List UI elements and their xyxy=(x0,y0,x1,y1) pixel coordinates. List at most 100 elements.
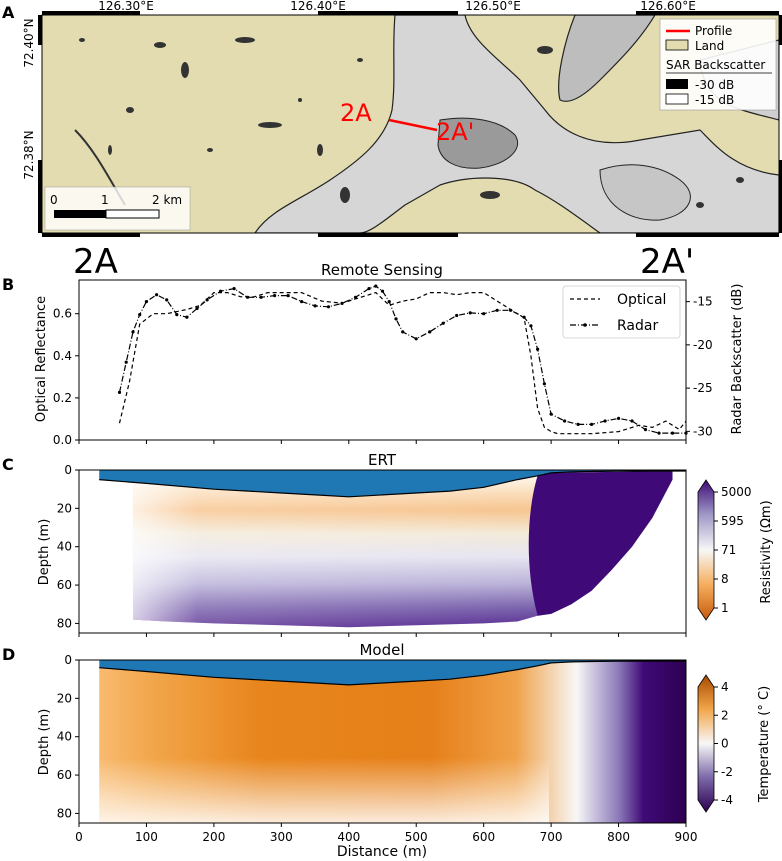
colorbar-tick-label: 4 xyxy=(721,680,729,694)
x-tick-label: 600 xyxy=(472,830,495,844)
radar-point xyxy=(313,304,317,308)
chart-d-xlabel: Distance (m) xyxy=(337,844,427,860)
colorbar-tick-label: 1 xyxy=(721,601,729,615)
lon-tick-label: 126.50°E xyxy=(465,0,521,13)
lat-tick-label: 72.38°N xyxy=(22,130,36,179)
lake-region xyxy=(437,117,518,169)
panel-a-letter: A xyxy=(2,3,15,22)
radar-point xyxy=(259,295,263,299)
profile-line xyxy=(388,118,438,132)
radar-point xyxy=(495,308,499,312)
legend-sar-low: -30 dB xyxy=(695,78,734,92)
profile-label-end: 2A' xyxy=(436,118,474,146)
radar-point xyxy=(374,284,378,288)
chart-d-ylabel: Depth (m) xyxy=(37,709,52,776)
ert-water-layer xyxy=(99,470,686,497)
radar-point xyxy=(684,431,688,435)
chart-b-y2label: Radar Backscatter (dB) xyxy=(730,284,745,435)
x-tick-label: 200 xyxy=(202,830,225,844)
radar-point xyxy=(482,312,486,316)
radar-point xyxy=(219,289,223,293)
radar-point xyxy=(549,412,553,416)
colorbar-tick-label: -4 xyxy=(721,793,733,807)
chart-d-xticks: 0 100 200 300 400 500 600 700 800 900 xyxy=(75,823,697,844)
colorbar-tick-label: 595 xyxy=(721,514,744,528)
legend-sar-high: -15 dB xyxy=(695,93,734,107)
legend-radar: Radar xyxy=(617,318,658,334)
x-tick-label: 900 xyxy=(675,830,698,844)
legend-profile: Profile xyxy=(695,24,732,38)
radar-point xyxy=(563,419,567,423)
x-tick-label: 400 xyxy=(337,830,360,844)
colorbar-resistivity: 5000 595 71 8 1 Resistivity (Ωm) xyxy=(697,479,774,621)
chart-c-ylabel: Depth (m) xyxy=(37,519,52,586)
chart-d-yticks: 0 20 40 60 80 xyxy=(57,653,79,820)
lake-region xyxy=(599,164,691,221)
chart-d-title: Model xyxy=(359,641,404,659)
radar-point xyxy=(617,416,621,420)
y-tick-label: 0.6 xyxy=(53,307,72,321)
radar-point xyxy=(155,293,159,297)
radar-point xyxy=(165,298,169,302)
y-tick-label: 20 xyxy=(57,501,72,515)
radar-point xyxy=(394,317,398,321)
radar-point xyxy=(468,311,472,315)
colorbar-resistivity-label: Resistivity (Ωm) xyxy=(759,500,774,603)
radar-point xyxy=(522,315,526,319)
radar-point xyxy=(630,419,634,423)
radar-point xyxy=(246,295,250,299)
radar-point xyxy=(380,289,385,293)
scalebar-label: 2 km xyxy=(152,193,182,207)
colorbar-tick-label: 5000 xyxy=(721,485,752,499)
radar-point xyxy=(441,321,445,325)
lat-tick-label: 72.40°N xyxy=(22,18,36,67)
profile-end-left: 2A xyxy=(73,242,118,282)
radar-point xyxy=(131,330,135,334)
radar-point xyxy=(643,428,648,432)
y-tick-label: 60 xyxy=(57,768,72,782)
model-surface-line xyxy=(99,660,686,686)
model-field-fade xyxy=(79,660,549,823)
radar-point xyxy=(542,382,547,386)
scalebar-label: 1 xyxy=(101,193,109,207)
radar-point xyxy=(387,300,391,304)
y-tick-label: 80 xyxy=(57,806,72,820)
radar-point xyxy=(232,287,236,291)
x-tick-label: 0 xyxy=(75,830,83,844)
y-tick-label: 0.4 xyxy=(53,349,72,363)
radar-point xyxy=(273,294,277,298)
y-tick-label: 0 xyxy=(64,463,72,477)
radar-point xyxy=(428,330,432,334)
scalebar: 0 1 2 km xyxy=(44,186,191,231)
legend-land: Land xyxy=(695,39,724,53)
chart-d-frame xyxy=(78,659,687,824)
colorbar-temperature-label: Temperature (° C) xyxy=(757,686,772,803)
colorbar-tick-label: 0 xyxy=(721,737,729,751)
series-optical-line xyxy=(118,291,687,435)
lon-tick-label: 126.30°E xyxy=(98,0,154,13)
chart-c-title: ERT xyxy=(368,451,397,469)
x-tick-label: 100 xyxy=(135,830,158,844)
colorbar-temperature: 4 2 0 -2 -4 Temperature (° C) xyxy=(697,674,772,813)
colorbar-tick-label: 71 xyxy=(721,543,736,557)
radar-point xyxy=(367,287,371,291)
y-tick-label: 40 xyxy=(57,540,72,554)
y2-tick-label: -20 xyxy=(693,338,713,352)
lon-tick-label: 126.60°E xyxy=(640,0,696,13)
y2-tick-label: -30 xyxy=(693,424,713,438)
ert-frozen-zone xyxy=(528,470,673,616)
y-tick-label: 0.2 xyxy=(53,391,72,405)
profile-label-start: 2A xyxy=(340,99,372,127)
lake-region xyxy=(558,15,656,102)
radar-point xyxy=(326,305,331,309)
radar-point xyxy=(455,313,459,318)
map-border-ticks xyxy=(38,11,782,237)
radar-point xyxy=(353,295,358,299)
chart-b-plot xyxy=(78,284,688,444)
x-tick-label: 800 xyxy=(607,830,630,844)
panel-c-letter: C xyxy=(2,455,14,474)
lon-tick-label: 126.40°E xyxy=(290,0,346,13)
radar-point xyxy=(205,298,209,302)
y2-tick-label: -25 xyxy=(693,381,713,395)
